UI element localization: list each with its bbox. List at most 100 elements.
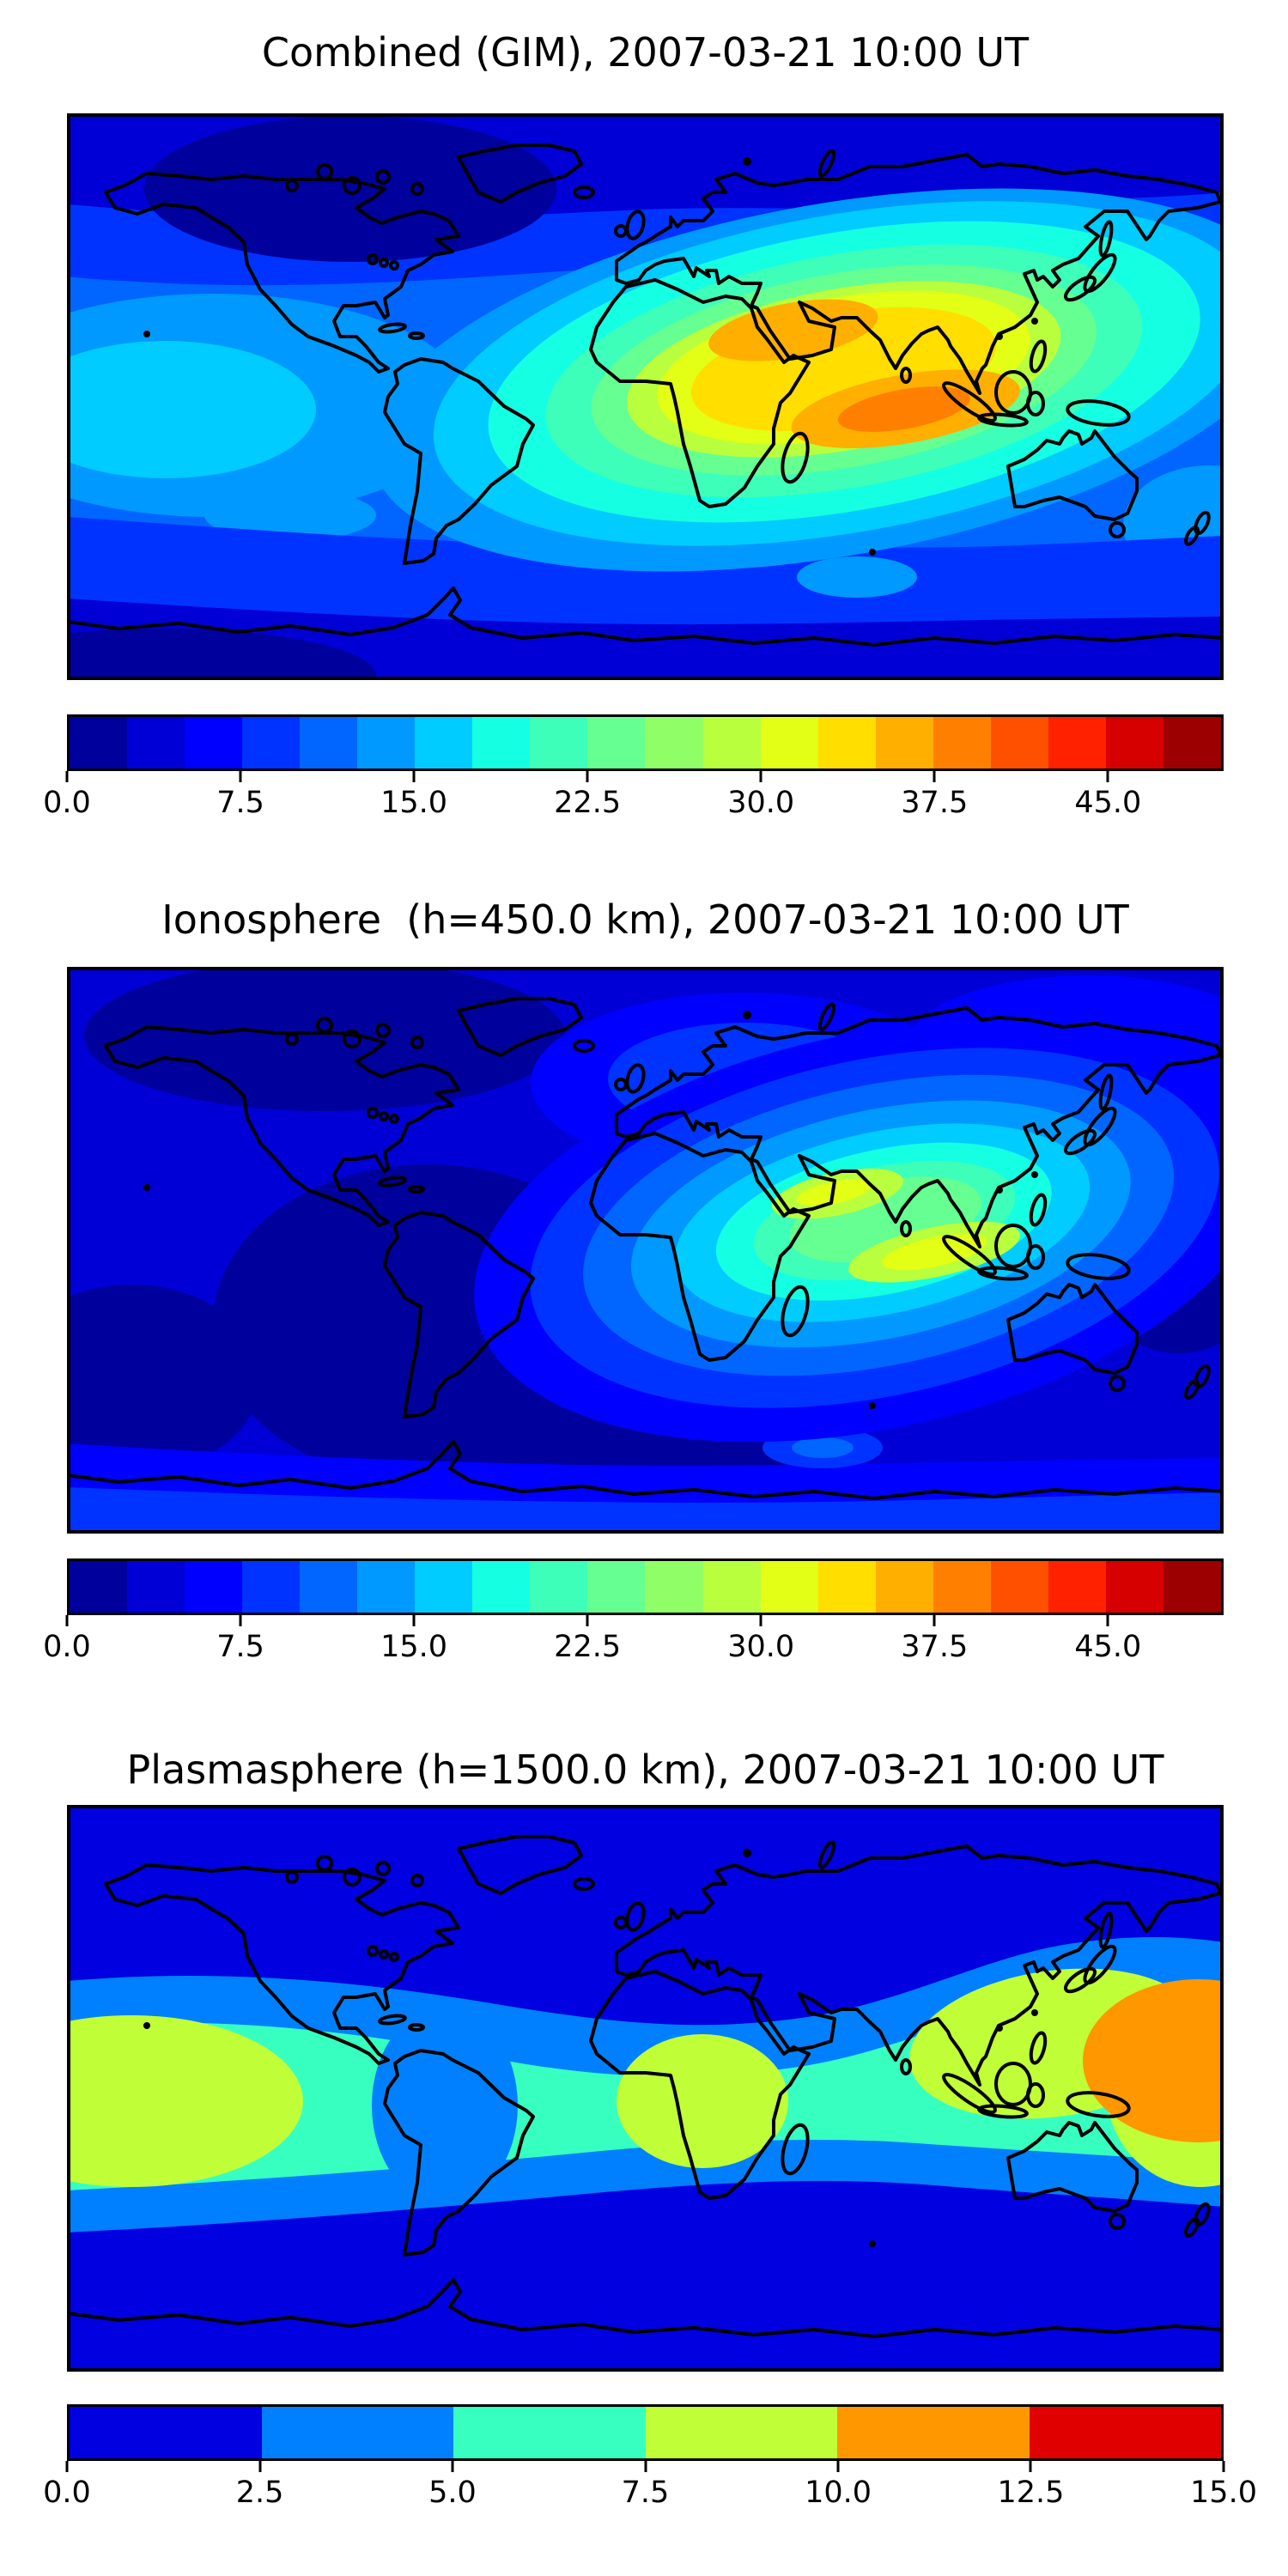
colorbar-tick-mark: [1106, 1615, 1109, 1626]
colorbar-segment: [587, 717, 646, 769]
colorbar-segment: [1048, 717, 1106, 769]
colorbar-tick-mark: [933, 1615, 936, 1626]
contour-field-combined: [67, 113, 1224, 680]
colorbar-tick-mark: [65, 771, 69, 782]
colorbar-segment: [990, 1561, 1048, 1613]
colorbar-tick-label: 22.5: [554, 1630, 622, 1664]
colorbar-tick-mark: [451, 2461, 454, 2472]
colorbar-segment: [127, 1561, 185, 1613]
colorbar-tick-mark: [836, 2461, 840, 2472]
colorbar-tick-mark: [258, 2461, 262, 2472]
colorbar-segment: [645, 717, 703, 769]
colorbar-tick-label: 7.5: [621, 2476, 670, 2510]
colorbar-segment: [875, 1561, 933, 1613]
colorbar-segment: [415, 717, 473, 769]
map-ionosphere: [67, 967, 1224, 1534]
colorbar-segment: [1048, 1561, 1106, 1613]
colorbar-segment: [1105, 717, 1163, 769]
map-border: [67, 113, 1224, 680]
colorbar-segment: [760, 1561, 818, 1613]
colorbar-segment: [70, 717, 128, 769]
colorbar-plasmasphere: 0.0 2.5 5.0 7.5 10.0 12.5 15.0: [43, 2404, 1257, 2510]
colorbar-segment: [261, 2407, 453, 2458]
map-combined-gim: [67, 113, 1224, 680]
colorbar-tick-label: 5.0: [428, 2476, 477, 2510]
contour-field-plasmasphere: [67, 1805, 1224, 2372]
colorbar-tick-mark: [239, 1615, 242, 1626]
colorbar-segment: [875, 717, 933, 769]
colorbar-combined: 0.0 7.5 15.0 22.5 30.0 37.5 45.0: [43, 714, 1224, 820]
colorbar-segment: [357, 1561, 416, 1613]
colorbar-segment: [702, 717, 761, 769]
colorbar-segment: [933, 717, 991, 769]
colorbar-segment: [453, 2407, 646, 2458]
colorbar-segment: [242, 717, 301, 769]
colorbar-segment: [1163, 1561, 1221, 1613]
colorbar-segment: [933, 1561, 991, 1613]
colorbar-gradient: [67, 2404, 1224, 2461]
map-border: [67, 1805, 1224, 2372]
colorbar-tick-mark: [933, 771, 936, 782]
colorbar-segment: [587, 1561, 646, 1613]
colorbar-tick-mark: [239, 771, 242, 782]
colorbar-tick-label: 45.0: [1074, 1630, 1142, 1664]
colorbar-segment: [645, 1561, 703, 1613]
colorbar-tick-label: 0.0: [43, 2476, 91, 2510]
colorbar-tick-label: 37.5: [901, 1630, 969, 1664]
colorbar-segment: [702, 1561, 761, 1613]
colorbar-tick-mark: [644, 2461, 647, 2472]
colorbar-tick-mark: [1106, 771, 1109, 782]
colorbar-segment: [185, 717, 243, 769]
colorbar-tick-label: 15.0: [380, 786, 448, 820]
colorbar-tick-label: 37.5: [901, 786, 969, 820]
equatorial-anomaly-combined: [370, 188, 1224, 572]
colorbar-segment: [645, 2407, 837, 2458]
colorbar-tick-mark: [65, 2461, 69, 2472]
colorbar-tick-label: 7.5: [216, 786, 264, 820]
colorbar-segment: [70, 2407, 262, 2458]
panel-title-ionosphere: Ionosphere (h=450.0 km), 2007-03-21 10:0…: [161, 896, 1129, 943]
colorbar-tick-mark: [1222, 2461, 1225, 2472]
colorbar-segment: [300, 717, 358, 769]
colorbar-segment: [70, 1561, 128, 1613]
colorbar-segment: [472, 1561, 531, 1613]
contour-field-ionosphere: [67, 967, 1224, 1534]
colorbar-segment: [242, 1561, 301, 1613]
colorbar-tick-mark: [1029, 2461, 1032, 2472]
colorbar-segment: [415, 1561, 473, 1613]
colorbar-tick-label: 2.5: [235, 2476, 284, 2510]
colorbar-tick-label: 30.0: [727, 1630, 795, 1664]
panel-title-combined: Combined (GIM), 2007-03-21 10:00 UT: [261, 29, 1030, 76]
colorbar-gradient: [67, 714, 1224, 771]
colorbar-segment: [472, 717, 531, 769]
colorbar-tick-label: 22.5: [554, 786, 622, 820]
colorbar-segment: [760, 717, 818, 769]
colorbar-segment: [530, 1561, 588, 1613]
colorbar-segment: [990, 717, 1048, 769]
colorbar-tick-label: 0.0: [43, 786, 91, 820]
colorbar-tick-label: 45.0: [1074, 786, 1142, 820]
colorbar-tick-label: 30.0: [727, 786, 795, 820]
colorbar-segment: [817, 717, 876, 769]
colorbar-tick-mark: [586, 771, 589, 782]
colorbar-segment: [357, 717, 416, 769]
colorbar-tick-label: 7.5: [216, 1630, 264, 1664]
colorbar-tick-label: 15.0: [1190, 2476, 1257, 2510]
colorbar-segment: [1163, 717, 1221, 769]
colorbar-segment: [530, 717, 588, 769]
colorbar-tick-mark: [759, 1615, 762, 1626]
colorbar-segment: [1105, 1561, 1163, 1613]
colorbar-ionosphere: 0.0 7.5 15.0 22.5 30.0 37.5 45.0: [43, 1558, 1224, 1664]
colorbar-segment: [1029, 2407, 1221, 2458]
map-plasmasphere: [67, 1805, 1224, 2372]
colorbar-gradient: [67, 1558, 1224, 1615]
colorbar-segment: [837, 2407, 1030, 2458]
colorbar-tick-mark: [412, 1615, 416, 1626]
panel-title-plasmasphere: Plasmasphere (h=1500.0 km), 2007-03-21 1…: [126, 1747, 1164, 1793]
colorbar-tick-mark: [65, 1615, 69, 1626]
colorbar-segment: [817, 1561, 876, 1613]
colorbar-tick-mark: [586, 1615, 589, 1626]
colorbar-tick-mark: [412, 771, 416, 782]
colorbar-tick-label: 0.0: [43, 1630, 91, 1664]
